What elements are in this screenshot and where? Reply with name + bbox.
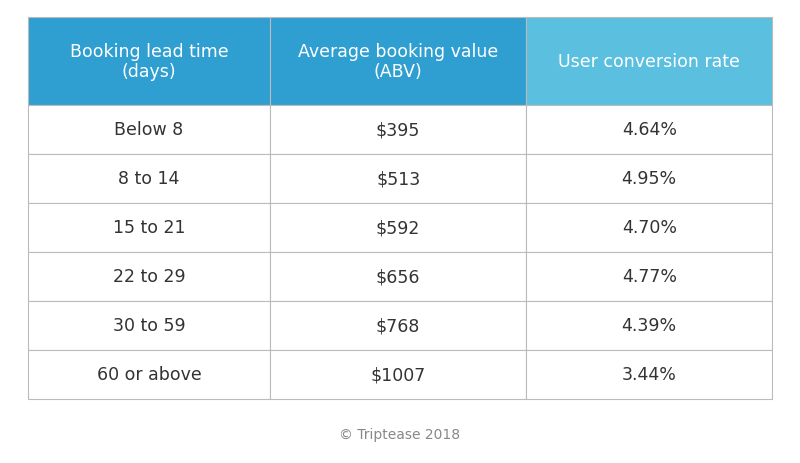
Bar [28,18,270,106]
Text: 4.39%: 4.39% [622,317,677,335]
Text: $1007: $1007 [370,366,426,384]
Bar [526,301,772,350]
Text: 60 or above: 60 or above [97,366,202,384]
Text: Booking lead time
(days): Booking lead time (days) [70,43,228,81]
Bar [526,155,772,204]
Text: $513: $513 [376,170,420,188]
Bar [270,252,526,301]
Bar [526,106,772,155]
Text: User conversion rate: User conversion rate [558,53,740,71]
Bar [526,204,772,252]
Text: 15 to 21: 15 to 21 [113,219,185,237]
Bar [28,155,270,204]
Text: $395: $395 [376,121,420,139]
Text: 22 to 29: 22 to 29 [113,268,186,286]
Text: $768: $768 [376,317,420,335]
Text: $656: $656 [376,268,420,286]
Text: 3.44%: 3.44% [622,366,677,384]
Bar [270,350,526,399]
Bar [28,252,270,301]
Text: 4.64%: 4.64% [622,121,677,139]
Text: 4.70%: 4.70% [622,219,677,237]
Bar [526,18,772,106]
Bar [28,350,270,399]
Text: $592: $592 [376,219,420,237]
Bar [28,301,270,350]
Text: 8 to 14: 8 to 14 [118,170,179,188]
Bar [270,301,526,350]
Text: © Triptease 2018: © Triptease 2018 [339,427,461,441]
Bar [28,106,270,155]
Bar [526,350,772,399]
Text: Average booking value
(ABV): Average booking value (ABV) [298,43,498,81]
Bar [526,252,772,301]
Text: Below 8: Below 8 [114,121,183,139]
Bar [270,106,526,155]
Text: 4.95%: 4.95% [622,170,677,188]
Bar [270,155,526,204]
Text: 30 to 59: 30 to 59 [113,317,186,335]
Bar [28,204,270,252]
Bar [270,18,526,106]
Text: 4.77%: 4.77% [622,268,677,286]
Bar [270,204,526,252]
